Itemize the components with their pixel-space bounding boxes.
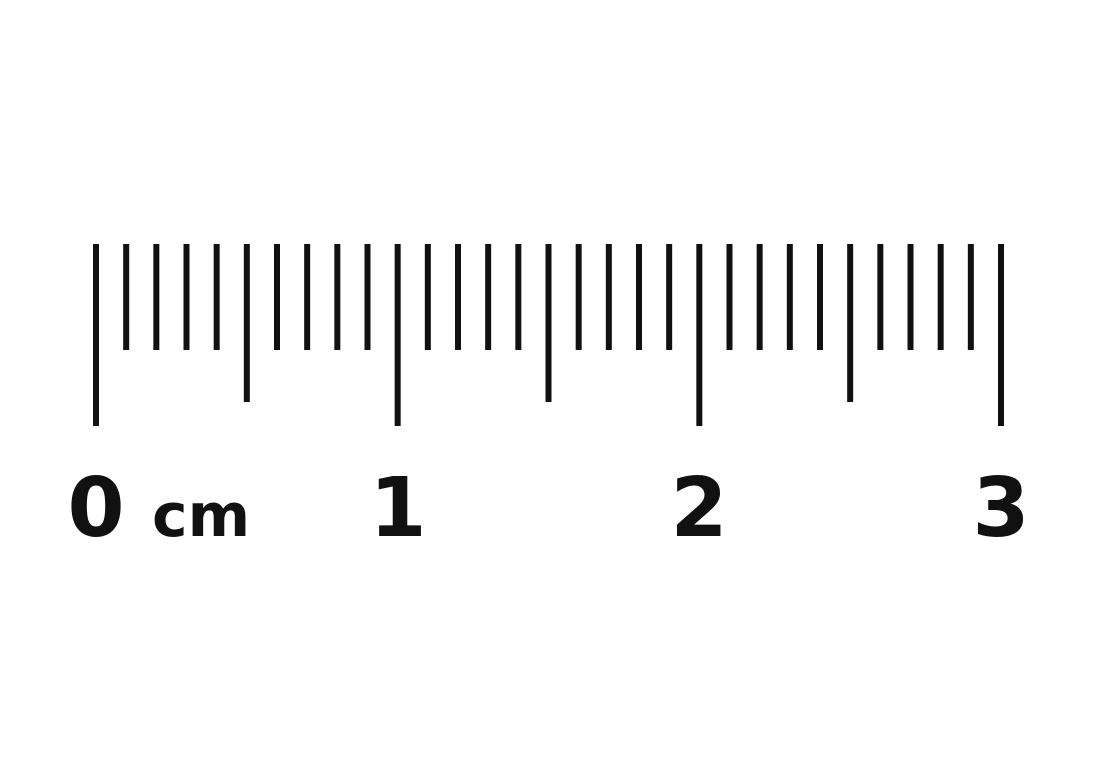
tick-label-3: 3 [972,461,1029,556]
tick-labels: 0 cm 1 2 3 [67,461,1029,556]
tick-label-1: 1 [369,461,426,556]
tick-label-2: 2 [670,461,727,556]
tick-marks [93,244,1004,426]
unit-label: cm [152,481,250,551]
tick-label-0: 0 [67,461,124,556]
